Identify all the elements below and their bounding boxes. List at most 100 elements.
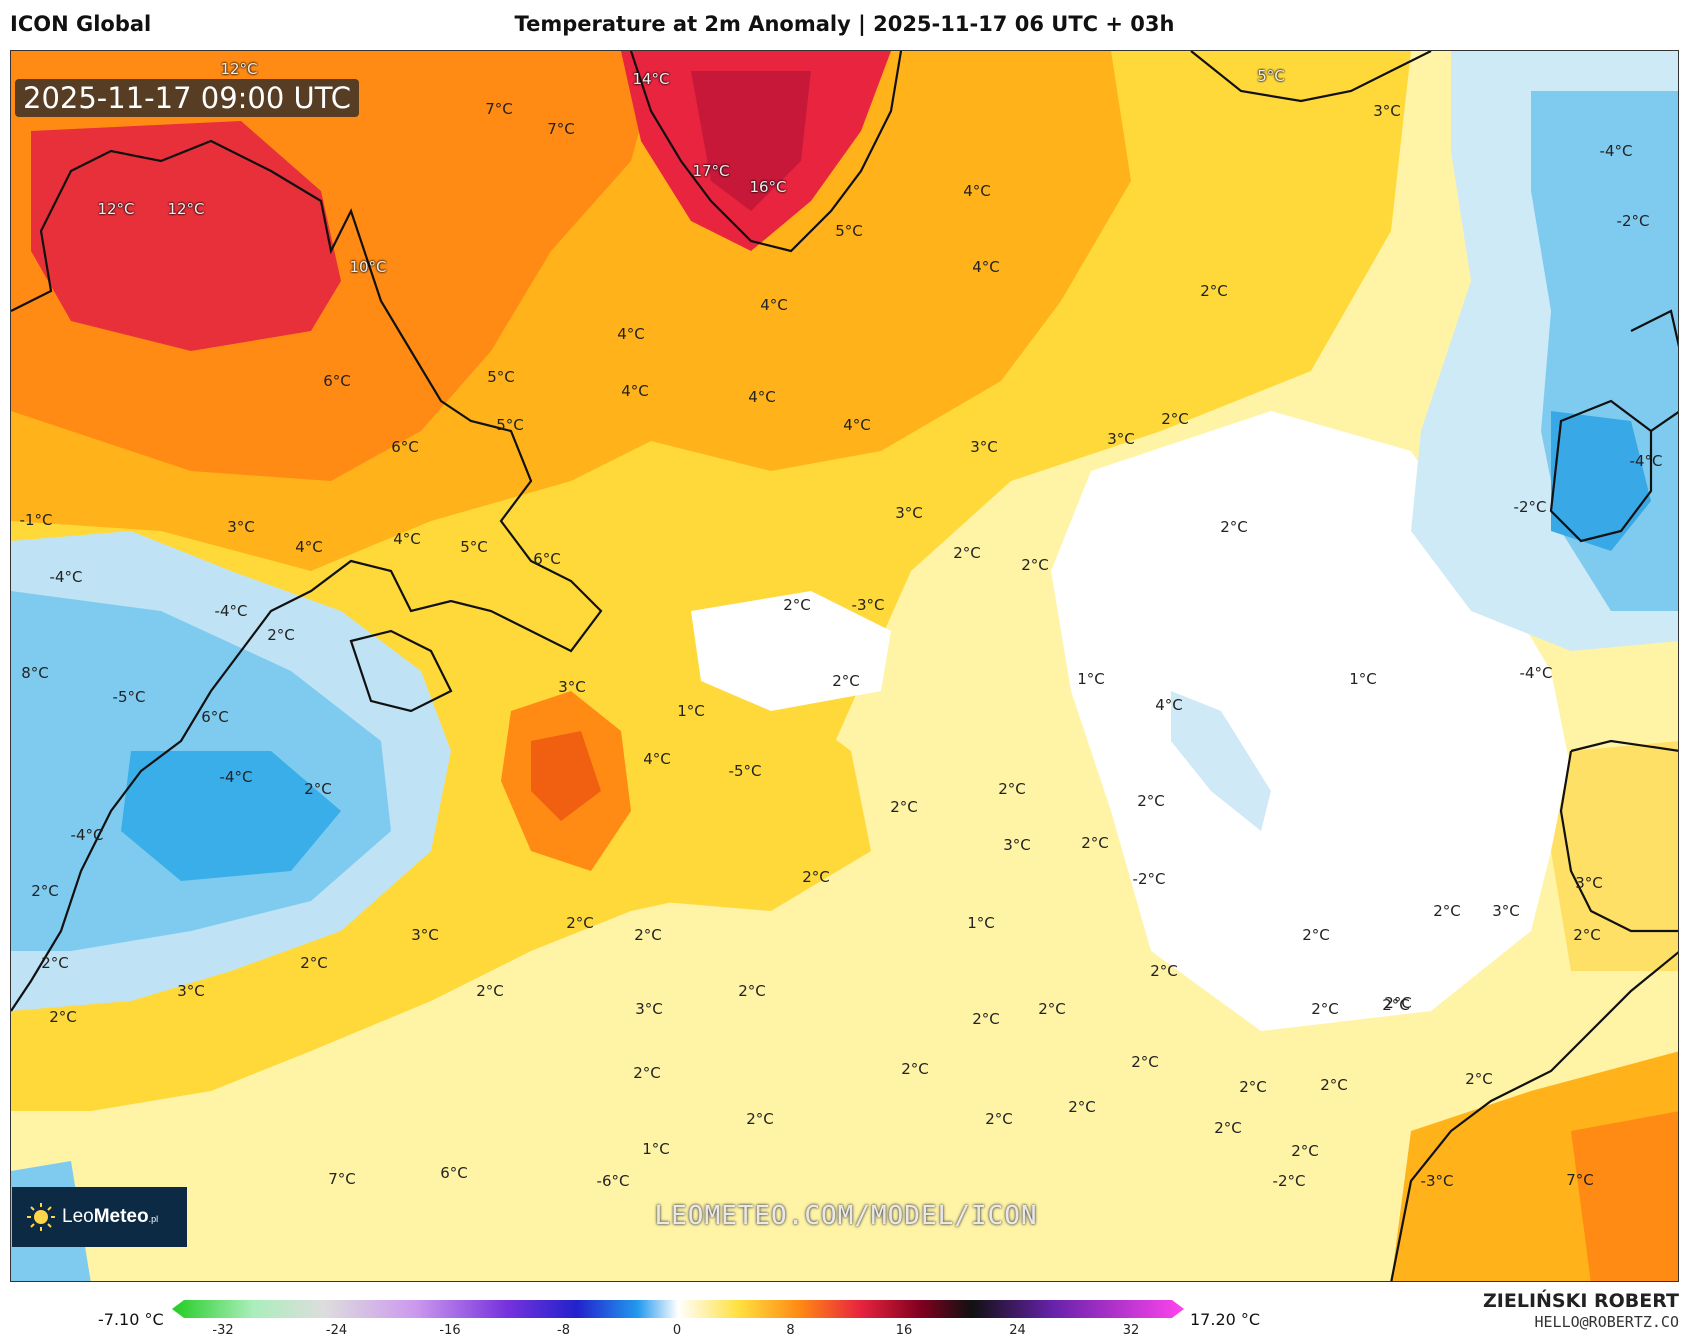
temperature-label: 6°C	[440, 1164, 468, 1182]
temperature-label: 12°C	[97, 200, 135, 218]
logo-text: LeoMeteo.pl	[62, 1206, 159, 1227]
temperature-label: 1°C	[1077, 670, 1105, 688]
scale-min-label: -7.10 °C	[98, 1310, 164, 1329]
temperature-label: 3°C	[1373, 102, 1401, 120]
temperature-label: 2°C	[802, 868, 830, 886]
temperature-label: 2°C	[476, 982, 504, 1000]
temperature-label: 2°C	[1239, 1078, 1267, 1096]
temperature-label: 2°C	[783, 596, 811, 614]
temperature-label: -4°C	[1599, 142, 1633, 160]
temperature-label: 3°C	[895, 504, 923, 522]
temperature-label: 2°C	[1465, 1070, 1493, 1088]
temperature-label: 2°C	[1573, 926, 1601, 944]
scale-tick-label: -16	[439, 1323, 461, 1338]
temperature-label: -5°C	[728, 762, 762, 780]
temperature-label: 2°C	[1311, 1000, 1339, 1018]
temperature-label: 4°C	[963, 182, 991, 200]
temperature-label: 1°C	[677, 702, 705, 720]
temperature-label: 2°C	[1081, 834, 1109, 852]
temperature-label: 12°C	[167, 200, 205, 218]
temperature-label: -2°C	[1616, 212, 1650, 230]
temperature-label: 10°C	[349, 258, 387, 276]
temperature-label: 16°C	[749, 178, 787, 196]
temperature-label: 3°C	[970, 438, 998, 456]
temperature-label: 3°C	[177, 982, 205, 1000]
temperature-label: 2°C	[267, 626, 295, 644]
temperature-label: 2°C	[1038, 1000, 1066, 1018]
temperature-label: 7°C	[1566, 1171, 1594, 1189]
temperature-label: -3°C	[1420, 1172, 1454, 1190]
temperature-label: -2°C	[1272, 1172, 1306, 1190]
temperature-label: 2°C	[1068, 1098, 1096, 1116]
temperature-label: 4°C	[643, 750, 671, 768]
temperature-label: 7°C	[328, 1170, 356, 1188]
temperature-label: -2°C	[1132, 870, 1166, 888]
temperature-label: 2°C	[1382, 996, 1410, 1014]
temperature-label: 1°C	[642, 1140, 670, 1158]
temperature-label: 6°C	[391, 438, 419, 456]
temperature-label: 7°C	[485, 100, 513, 118]
temperature-label: 2°C	[1214, 1119, 1242, 1137]
temperature-label: -4°C	[219, 768, 253, 786]
valid-time-badge: 2025-11-17 09:00 UTC	[15, 79, 360, 117]
temperature-label: -2°C	[1513, 498, 1547, 516]
temperature-label: 2°C	[953, 544, 981, 562]
temperature-label: 2°C	[1131, 1053, 1159, 1071]
temperature-label: -5°C	[112, 688, 146, 706]
temperature-label: 6°C	[323, 372, 351, 390]
scale-tick-label: 24	[1009, 1323, 1026, 1338]
temperature-label: -6°C	[596, 1172, 630, 1190]
map-canvas	[11, 51, 1678, 1281]
temperature-label: 3°C	[558, 678, 586, 696]
author-name: ZIELIŃSKI ROBERT	[1483, 1290, 1679, 1312]
temperature-label: 2°C	[300, 954, 328, 972]
temperature-label: 2°C	[985, 1110, 1013, 1128]
temperature-label: 3°C	[1575, 874, 1603, 892]
temperature-label: 5°C	[487, 368, 515, 386]
temperature-label: 4°C	[1155, 696, 1183, 714]
temperature-label: 4°C	[748, 388, 776, 406]
temperature-label: 3°C	[635, 1000, 663, 1018]
anomaly-map[interactable]: 12°C 7°C 7°C 14°C 5°C 3°C -4°C -2°C 12°C 12°C 17°C…	[10, 50, 1679, 1282]
temperature-label: 4°C	[843, 416, 871, 434]
temperature-label: 2°C	[901, 1060, 929, 1078]
temperature-label: 2°C	[633, 1064, 661, 1082]
temperature-label: 5°C	[1257, 67, 1285, 85]
temperature-label: 1°C	[967, 914, 995, 932]
chart-title: Temperature at 2m Anomaly | 2025-11-17 0…	[514, 12, 1175, 36]
temperature-label: 2°C	[746, 1110, 774, 1128]
temperature-label: 2°C	[832, 672, 860, 690]
scale-tick-label: -24	[325, 1323, 348, 1338]
temperature-label: 2°C	[31, 882, 59, 900]
temperature-label: 2°C	[41, 954, 69, 972]
temperature-label: 3°C	[227, 518, 255, 536]
temperature-label: 2°C	[1433, 902, 1461, 920]
temperature-label: 2°C	[1291, 1142, 1319, 1160]
temperature-label: 2°C	[304, 780, 332, 798]
temperature-label: 12°C	[220, 60, 258, 78]
temperature-label: 2°C	[738, 982, 766, 1000]
temperature-label: 2°C	[1302, 926, 1330, 944]
temperature-label: 2°C	[1200, 282, 1228, 300]
temperature-label: 1°C	[1349, 670, 1377, 688]
temperature-label: -4°C	[70, 826, 104, 844]
temperature-label: 2°C	[49, 1008, 77, 1026]
temperature-label: 2°C	[1137, 792, 1165, 810]
site-watermark: LEOMETEO.COM/MODEL/ICON	[654, 1201, 1038, 1231]
temperature-label: 6°C	[533, 550, 561, 568]
temperature-label: 5°C	[835, 222, 863, 240]
scale-tick-label: 8	[786, 1323, 795, 1338]
temperature-label: 2°C	[1161, 410, 1189, 428]
temperature-label: -4°C	[214, 602, 248, 620]
temperature-label: 3°C	[1003, 836, 1031, 854]
temperature-label: 7°C	[547, 120, 575, 138]
temperature-label: 4°C	[617, 325, 645, 343]
temperature-label: -3°C	[851, 596, 885, 614]
author-email[interactable]: HELLO@ROBERTZ.CO	[1534, 1313, 1680, 1331]
temperature-label: 4°C	[972, 258, 1000, 276]
temperature-label: 2°C	[634, 926, 662, 944]
temperature-label: 8°C	[21, 664, 49, 682]
leometeo-logo[interactable]: LeoMeteo.pl	[12, 1187, 187, 1247]
temperature-label: -4°C	[1519, 664, 1553, 682]
temperature-label: 2°C	[566, 914, 594, 932]
